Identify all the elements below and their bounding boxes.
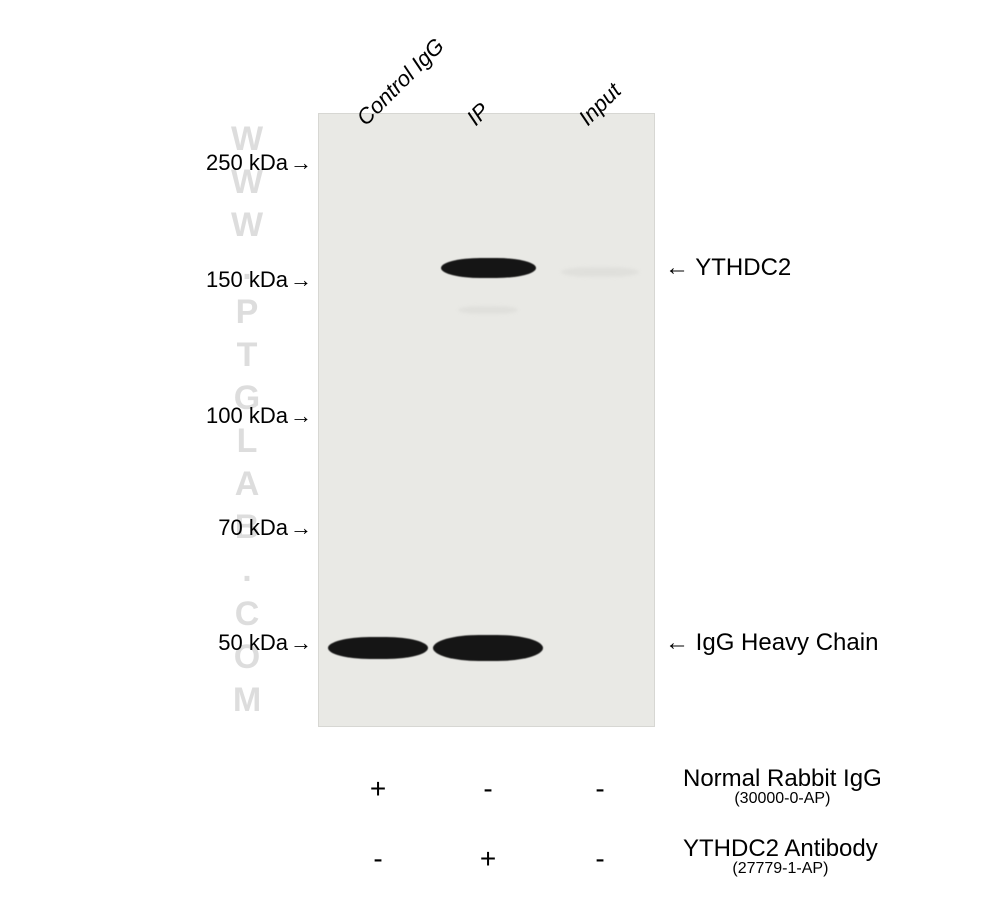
treatment-label: YTHDC2 Antibody(27779-1-AP) xyxy=(683,836,878,878)
marker-label: 70 kDa→ xyxy=(218,515,312,541)
watermark-char: W xyxy=(226,206,270,245)
treatment-plus: + xyxy=(363,773,393,805)
band xyxy=(561,267,639,277)
treatment-minus: - xyxy=(585,843,615,875)
arrow-left-icon: ← xyxy=(665,629,696,656)
treatment-plus: + xyxy=(473,843,503,875)
figure-stage: WWW.PTGLAB.COM Control IgGIPInput 250 kD… xyxy=(0,0,1000,903)
band-annotation: ← YTHDC2 xyxy=(665,254,791,282)
marker-label: 250 kDa→ xyxy=(206,150,312,176)
treatment-label-sub: (30000-0-AP) xyxy=(683,791,882,808)
arrow-right-icon: → xyxy=(290,403,312,428)
treatment-minus: - xyxy=(585,773,615,805)
band xyxy=(441,258,536,278)
band-annotation-text: YTHDC2 xyxy=(695,254,791,281)
marker-text: 150 kDa xyxy=(206,267,288,292)
band xyxy=(458,306,518,314)
band-annotation-text: IgG Heavy Chain xyxy=(696,629,879,656)
watermark-char: P xyxy=(226,293,270,332)
marker-label: 150 kDa→ xyxy=(206,267,312,293)
marker-label: 50 kDa→ xyxy=(218,630,312,656)
treatment-label: Normal Rabbit IgG(30000-0-AP) xyxy=(683,766,882,808)
marker-text: 100 kDa xyxy=(206,403,288,428)
arrow-right-icon: → xyxy=(290,515,312,540)
watermark-char: . xyxy=(226,551,270,590)
watermark-char: M xyxy=(226,681,270,720)
marker-text: 70 kDa xyxy=(218,515,288,540)
watermark-char: A xyxy=(226,465,270,504)
marker-label: 100 kDa→ xyxy=(206,403,312,429)
treatment-label-main: Normal Rabbit IgG xyxy=(683,766,882,791)
arrow-right-icon: → xyxy=(290,267,312,292)
marker-text: 50 kDa xyxy=(218,630,288,655)
watermark-char: C xyxy=(226,595,270,634)
treatment-label-main: YTHDC2 Antibody xyxy=(683,836,878,861)
treatment-label-sub: (27779-1-AP) xyxy=(683,861,878,878)
treatment-minus: - xyxy=(473,773,503,805)
band xyxy=(328,637,428,659)
arrow-right-icon: → xyxy=(290,630,312,655)
arrow-left-icon: ← xyxy=(665,254,695,281)
watermark-char: T xyxy=(226,336,270,375)
band-annotation: ← IgG Heavy Chain xyxy=(665,629,878,657)
treatment-minus: - xyxy=(363,843,393,875)
arrow-right-icon: → xyxy=(290,150,312,175)
marker-text: 250 kDa xyxy=(206,150,288,175)
band xyxy=(433,635,543,661)
